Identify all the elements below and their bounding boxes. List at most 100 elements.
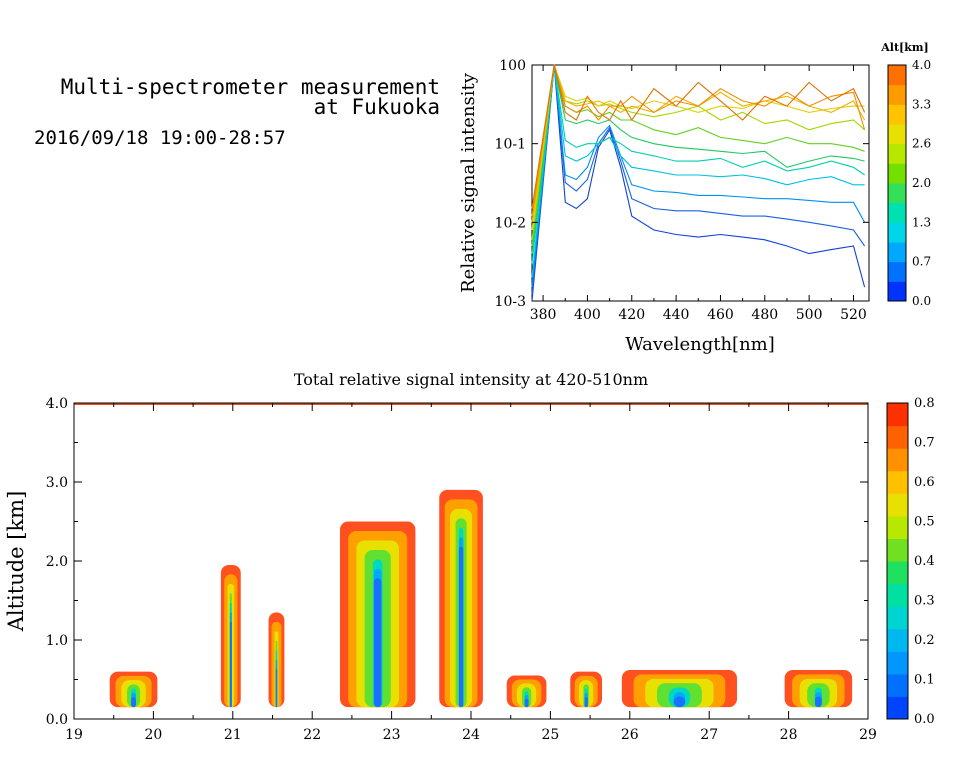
heatmap-colorbar-swatch [887, 470, 908, 494]
spectrum-x-tick-label: 380 [530, 307, 557, 323]
spectrum-colorbar-tick-label: 0.0 [912, 294, 931, 308]
figure-date-range: 2016/09/18 19:00-28:57 [34, 127, 286, 149]
heatmap-y-label: Altitude [km] [4, 491, 28, 633]
spectrum-series-line-2 [531, 64, 866, 288]
spectrum-colorbar-tick-label: 2.0 [912, 176, 931, 190]
heatmap-colorbar-swatch [887, 651, 908, 675]
heatmap-region-0 [131, 697, 136, 708]
heatmap-x-tick-label: 29 [859, 727, 877, 743]
spectrum-x-ticks: 380 400 420 440 460 480 500 520 [530, 65, 867, 323]
spectrum-colorbar-tick-label: 1.3 [912, 215, 931, 229]
heatmap-title: Total relative signal intensity at 420-5… [294, 370, 648, 389]
heatmap-colorbar: 0.0 0.1 0.2 0.3 0.4 0.5 0.6 0.7 0.8 [886, 396, 935, 727]
spectrum-x-tick-label: 420 [618, 307, 645, 323]
spectrum-y-tick-label: 10-2 [495, 215, 526, 231]
figure-title-line2: at Fukuoka [314, 95, 440, 119]
spectrum-colorbar-swatch [888, 65, 906, 86]
heatmap-colorbar-tick-label: 0.7 [914, 436, 935, 451]
spectrum-colorbar-frame [887, 64, 907, 302]
heatmap-colorbar-tick-label: 0.4 [914, 554, 935, 569]
heatmap-colorbar-tick-label: 0.0 [914, 712, 935, 727]
heatmap-regions [109, 489, 853, 708]
spectrum-x-tick-label: 400 [574, 307, 601, 323]
heatmap-region-7 [673, 696, 686, 708]
spectrum-colorbar-swatch [888, 143, 906, 164]
heatmap-region-6 [584, 697, 588, 708]
spectrum-colorbar-tick-label: 3.3 [912, 97, 931, 111]
spectrum-y-tick-label: 10-3 [495, 294, 526, 310]
heatmap-y-tick-label: 3.0 [46, 475, 68, 491]
heatmap-colorbar-swatch [887, 403, 908, 427]
heatmap-colorbar-swatch [887, 538, 908, 562]
heatmap-region-1 [229, 621, 232, 708]
spectrum-colorbar-swatch [888, 183, 906, 204]
heatmap-y-tick-label: 0.0 [46, 712, 68, 728]
heatmap-y-tick-label: 4.0 [46, 396, 68, 412]
heatmap-region-8 [815, 696, 822, 708]
spectrum-plot-area [531, 64, 870, 302]
spectrum-series-line-4 [531, 64, 865, 264]
heatmap-colorbar-swatch [887, 561, 908, 585]
heatmap-x-tick-label: 21 [224, 727, 242, 743]
spectrum-series-line-0 [531, 64, 866, 302]
heatmap-colorbar-frame [886, 402, 909, 720]
spectrum-colorbar-swatch [888, 124, 906, 145]
heatmap-colorbar-tick-label: 0.5 [914, 515, 935, 530]
spectrum-colorbar-tick-label: 4.0 [912, 58, 931, 72]
heatmap-colorbar-swatch [887, 628, 908, 652]
spectrum-chart: 380 400 420 440 460 480 500 520 10-3 10-2 10-1 100… [458, 41, 931, 355]
spectrum-series-line-7 [531, 64, 865, 240]
heatmap-region-5 [524, 699, 529, 708]
spectrum-x-tick-label: 460 [707, 307, 734, 323]
heatmap-y-tick-label: 2.0 [46, 554, 68, 570]
heatmap-colorbar-swatch [887, 448, 908, 472]
heatmap-x-tick-label: 26 [621, 727, 639, 743]
spectrum-colorbar-swatch [888, 222, 906, 243]
spectrum-y-label: Relative signal intensity [458, 72, 479, 293]
spectrum-y-tick-label: 100 [499, 58, 526, 74]
heatmap-colorbar-tick-label: 0.2 [914, 633, 935, 648]
heatmap-x-tick-label: 28 [780, 727, 798, 743]
spectrum-colorbar-swatch [888, 202, 906, 223]
heatmap-colorbar-swatch [887, 696, 908, 720]
spectrum-series-line-8 [531, 64, 865, 231]
heatmap-x-tick-label: 24 [462, 727, 480, 743]
spectrum-x-tick-label: 500 [796, 307, 823, 323]
heatmap-y-tick-label: 1.0 [46, 633, 68, 649]
heatmap-colorbar-swatch [887, 425, 908, 449]
spectrum-colorbar-swatch [888, 163, 906, 184]
spectrum-colorbar: 0.0 0.7 1.3 2.0 2.6 3.3 4.0 [887, 58, 931, 308]
heatmap-x-tick-label: 25 [541, 727, 559, 743]
spectrum-colorbar-swatch [888, 281, 906, 302]
spectrum-y-ticks: 10-3 10-2 10-1 100 [495, 58, 869, 310]
heatmap-x-tick-label: 23 [383, 727, 401, 743]
heatmap-colorbar-tick-label: 0.8 [914, 396, 935, 411]
spectrum-colorbar-swatch [888, 261, 906, 282]
spectrum-x-label: Wavelength[nm] [625, 334, 775, 355]
heatmap-x-tick-label: 19 [65, 727, 83, 743]
spectrum-series-group [531, 64, 866, 302]
heatmap-region-3 [373, 578, 382, 708]
heatmap-colorbar-swatch [887, 583, 908, 607]
spectrum-colorbar-swatch [888, 242, 906, 263]
heatmap-chart: Total relative signal intensity at 420-5… [4, 370, 935, 743]
heatmap-colorbar-swatch [887, 515, 908, 539]
spectrum-colorbar-label: Alt[km] [880, 41, 928, 54]
heatmap-colorbar-tick-label: 0.3 [914, 594, 935, 609]
spectrum-y-tick-label: 10-1 [495, 137, 526, 153]
heatmap-colorbar-swatch [887, 493, 908, 517]
heatmap-colorbar-swatch [887, 673, 908, 697]
heatmap-region-4 [458, 546, 464, 708]
heatmap-x-tick-label: 20 [144, 727, 162, 743]
spectrum-series-line-1 [531, 64, 866, 295]
spectrum-x-tick-label: 480 [751, 307, 778, 323]
heatmap-colorbar-tick-label: 0.1 [914, 673, 935, 688]
spectrum-series-line-9 [531, 64, 866, 223]
heatmap-x-ticks: 19 20 21 22 23 24 25 26 27 28 29 [65, 403, 877, 743]
spectrum-colorbar-swatch [888, 84, 906, 105]
heatmap-x-tick-label: 27 [700, 727, 718, 743]
heatmap-colorbar-tick-label: 0.6 [914, 475, 935, 490]
spectrum-series-line-11 [531, 64, 866, 209]
heatmap-colorbar-swatch [887, 606, 908, 630]
